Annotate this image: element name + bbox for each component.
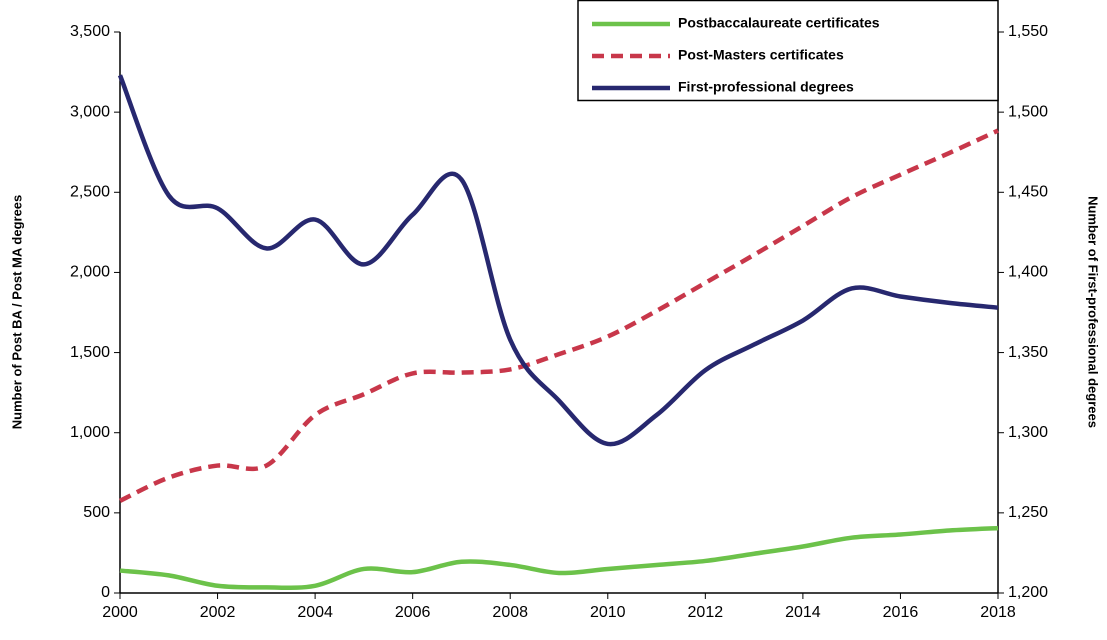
series-line: [117, 74, 999, 447]
series-line: [119, 128, 999, 503]
x-tick-label: 2004: [297, 604, 333, 621]
y2-tick-label: 1,250: [1008, 504, 1048, 521]
series-line: [119, 525, 999, 590]
legend-label: Post-Masters certificates: [678, 47, 844, 63]
y2-tick-label: 1,200: [1008, 584, 1048, 601]
y2-tick-label: 1,400: [1008, 264, 1048, 281]
y-tick-label: 0: [101, 584, 110, 601]
y2-tick-label: 1,500: [1008, 103, 1048, 120]
x-tick-label: 2000: [102, 604, 138, 621]
y-tick-label: 1,500: [70, 344, 110, 361]
y-tick-label: 2,500: [70, 184, 110, 201]
x-tick-label: 2012: [688, 604, 724, 621]
x-tick-label: 2016: [883, 604, 919, 621]
x-tick-label: 2002: [200, 604, 236, 621]
x-tick-label: 2018: [980, 604, 1016, 621]
y-tick-label: 3,500: [70, 23, 110, 40]
y-axis-title: Number of Post BA / Post MA degrees: [9, 195, 24, 430]
legend-box: [577, 0, 999, 102]
y2-tick-label: 1,550: [1008, 23, 1048, 40]
legend-label: Postbaccalaureate certificates: [678, 15, 880, 31]
y-tick-label: 500: [83, 504, 110, 521]
y2-tick-label: 1,350: [1008, 344, 1048, 361]
y2-tick-label: 1,300: [1008, 424, 1048, 441]
y2-axis-title: Number of First-professional degrees: [1086, 196, 1101, 428]
y-tick-label: 2,000: [70, 264, 110, 281]
y-tick-label: 1,000: [70, 424, 110, 441]
legend-label: First-professional degrees: [678, 79, 854, 95]
x-tick-label: 2014: [785, 604, 821, 621]
y-tick-label: 3,000: [70, 103, 110, 120]
x-tick-label: 2008: [492, 604, 528, 621]
x-tick-label: 2010: [590, 604, 626, 621]
y2-tick-label: 1,450: [1008, 184, 1048, 201]
x-tick-label: 2006: [395, 604, 431, 621]
